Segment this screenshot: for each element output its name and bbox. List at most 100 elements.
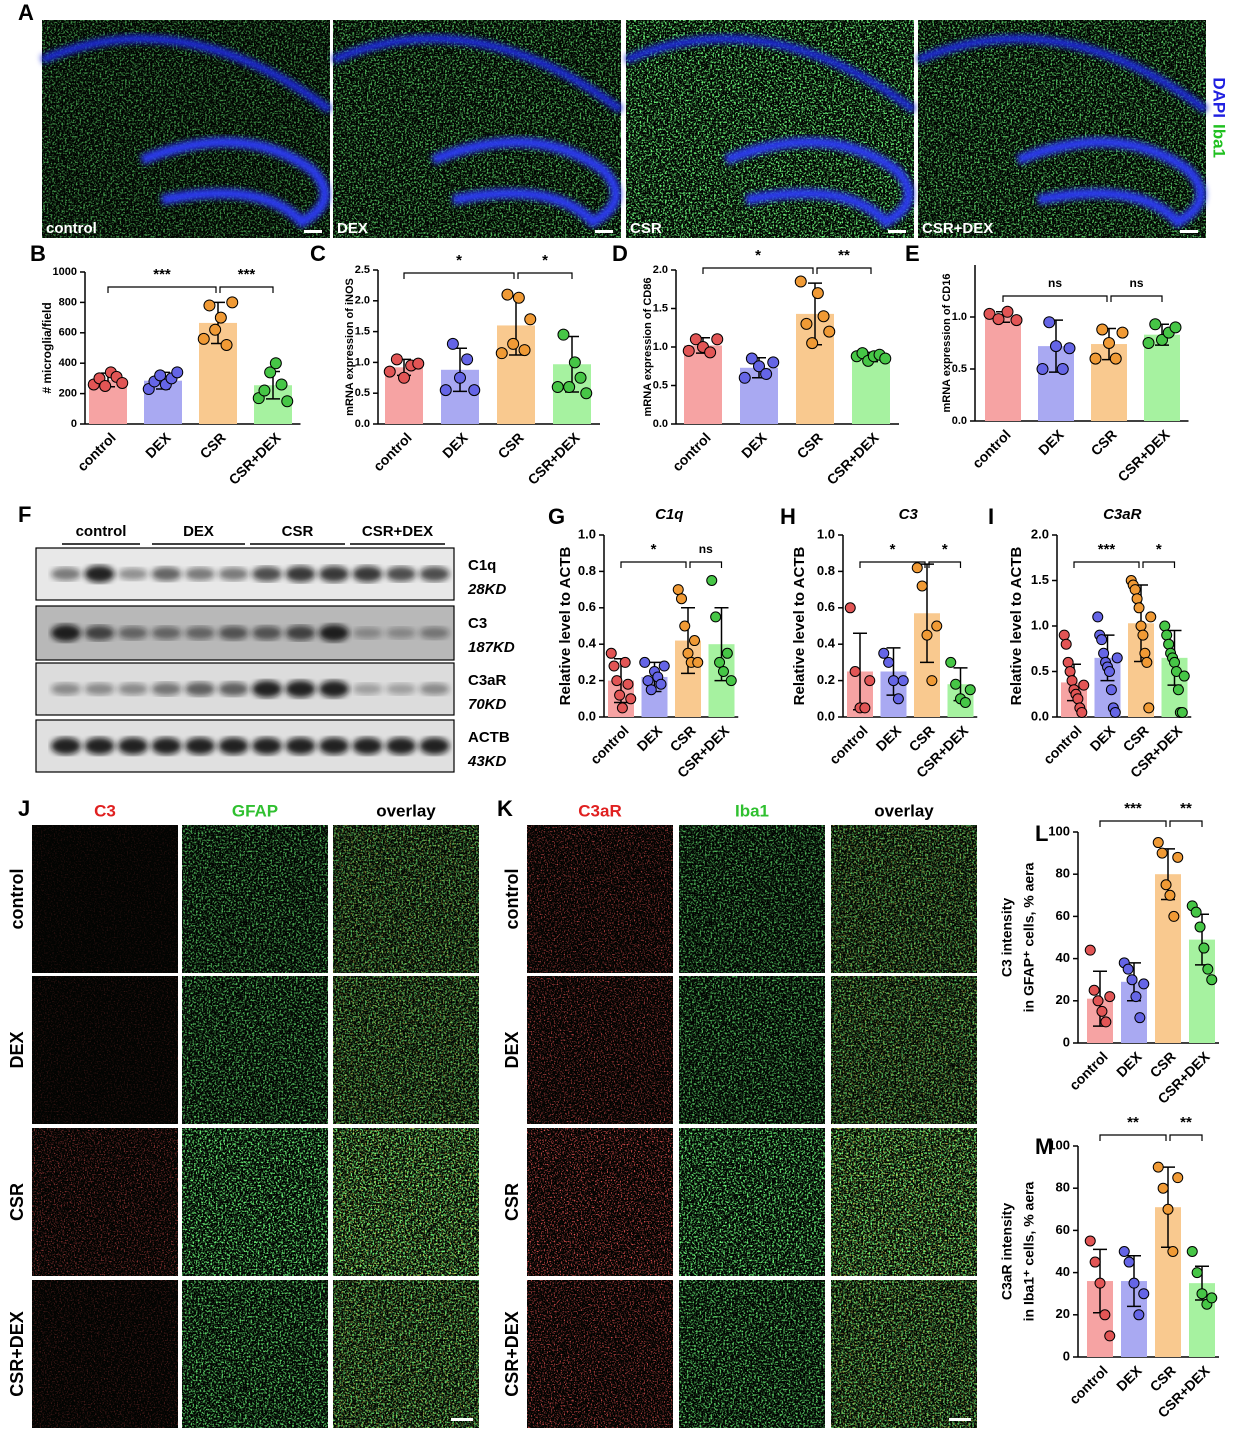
data-point — [611, 675, 623, 687]
data-point — [738, 371, 751, 384]
image-signal — [32, 976, 178, 1124]
panel-letter: I — [988, 504, 994, 529]
data-point — [557, 328, 570, 341]
data-point — [390, 353, 403, 366]
data-point — [639, 656, 651, 668]
scale-bar — [1180, 230, 1198, 233]
significance-bracket — [1142, 561, 1176, 568]
data-point — [725, 675, 737, 687]
y-tick-label: 2.0 — [355, 295, 370, 307]
y-tick-label: 60 — [1056, 908, 1070, 923]
blot-band — [252, 566, 282, 582]
y-tick-label: 0.0 — [952, 415, 967, 427]
data-point — [658, 660, 670, 672]
significance-label: * — [456, 252, 462, 269]
significance-label: * — [651, 541, 657, 558]
data-point — [672, 584, 684, 596]
data-point — [197, 332, 210, 345]
blot-band — [51, 737, 81, 755]
blot-band — [84, 625, 115, 641]
data-point — [1206, 974, 1218, 986]
blot-band — [185, 682, 215, 696]
chart-title: C1q — [655, 506, 683, 523]
blot-band — [151, 626, 182, 640]
data-point — [911, 562, 923, 574]
data-point — [281, 395, 294, 408]
data-point — [1138, 978, 1150, 990]
significance-label: ns — [1129, 276, 1143, 290]
data-point — [1167, 1246, 1179, 1257]
row-label: control — [502, 869, 522, 930]
data-point — [1159, 620, 1171, 632]
data-point — [1133, 602, 1145, 614]
data-point — [710, 611, 722, 623]
data-point — [926, 675, 938, 687]
band-size: 187KD — [468, 639, 515, 656]
bar — [985, 317, 1021, 421]
data-point — [1152, 1161, 1164, 1173]
blot-band — [151, 737, 182, 755]
row-label: control — [7, 869, 27, 930]
panel-letter: E — [905, 241, 920, 266]
data-point — [1135, 620, 1147, 632]
data-point — [1139, 647, 1151, 659]
y-tick-label: 1.0 — [1031, 617, 1049, 632]
data-point — [950, 678, 962, 690]
data-point — [1084, 944, 1096, 956]
blot-band — [51, 624, 81, 642]
group-label: DEX — [183, 523, 214, 540]
y-axis-label: Relative level to ACTB — [1008, 547, 1025, 706]
data-point — [574, 371, 587, 384]
data-point — [1096, 634, 1108, 646]
panel-letter: A — [18, 0, 34, 25]
dapi-layer — [40, 34, 333, 114]
data-point — [921, 629, 933, 641]
data-point — [1172, 684, 1184, 696]
data-point — [1169, 656, 1180, 668]
y-axis-label: Relative level to ACTB — [791, 547, 808, 706]
significance-bracket — [1110, 295, 1163, 302]
data-point — [1118, 1246, 1130, 1257]
row-label: CSR — [502, 1183, 522, 1221]
data-point — [706, 575, 718, 586]
data-point — [1164, 889, 1176, 901]
data-point — [811, 287, 824, 300]
blot-band — [118, 737, 148, 755]
blot-band — [419, 627, 450, 639]
x-tick-label: CSR — [1088, 426, 1120, 458]
x-tick-label: control — [1066, 1362, 1111, 1407]
row-label: DEX — [7, 1031, 27, 1068]
data-point — [1137, 629, 1149, 641]
data-point — [616, 702, 628, 714]
data-point — [916, 580, 928, 592]
image-signal — [333, 825, 479, 973]
x-tick-label: CSR+DEX — [1114, 426, 1173, 485]
image-label: DEX — [337, 220, 368, 237]
data-point — [1138, 1288, 1150, 1300]
significance-bracket — [1073, 561, 1140, 568]
blot-band — [84, 683, 115, 695]
image-signal — [679, 1280, 825, 1428]
y-tick-label: 1.5 — [355, 326, 370, 338]
data-point — [1096, 323, 1109, 336]
y-tick-label: 400 — [59, 357, 77, 369]
data-point — [518, 344, 531, 357]
data-point — [461, 353, 474, 366]
significance-label: ** — [1180, 800, 1192, 817]
data-point — [209, 323, 222, 336]
x-tick-label: control — [1066, 1048, 1111, 1093]
image-signal — [831, 1128, 977, 1276]
data-point — [608, 660, 620, 672]
significance-label: *** — [238, 266, 256, 283]
scale-bar — [304, 230, 322, 233]
data-point — [1157, 1182, 1169, 1194]
significance-bracket — [403, 272, 515, 279]
data-point — [844, 602, 856, 614]
scale-bar — [888, 230, 906, 233]
blot-band — [118, 626, 148, 640]
data-point — [692, 656, 704, 668]
blot-band — [319, 680, 349, 698]
data-point — [1160, 879, 1172, 891]
data-point — [717, 666, 729, 677]
data-point — [468, 384, 481, 397]
